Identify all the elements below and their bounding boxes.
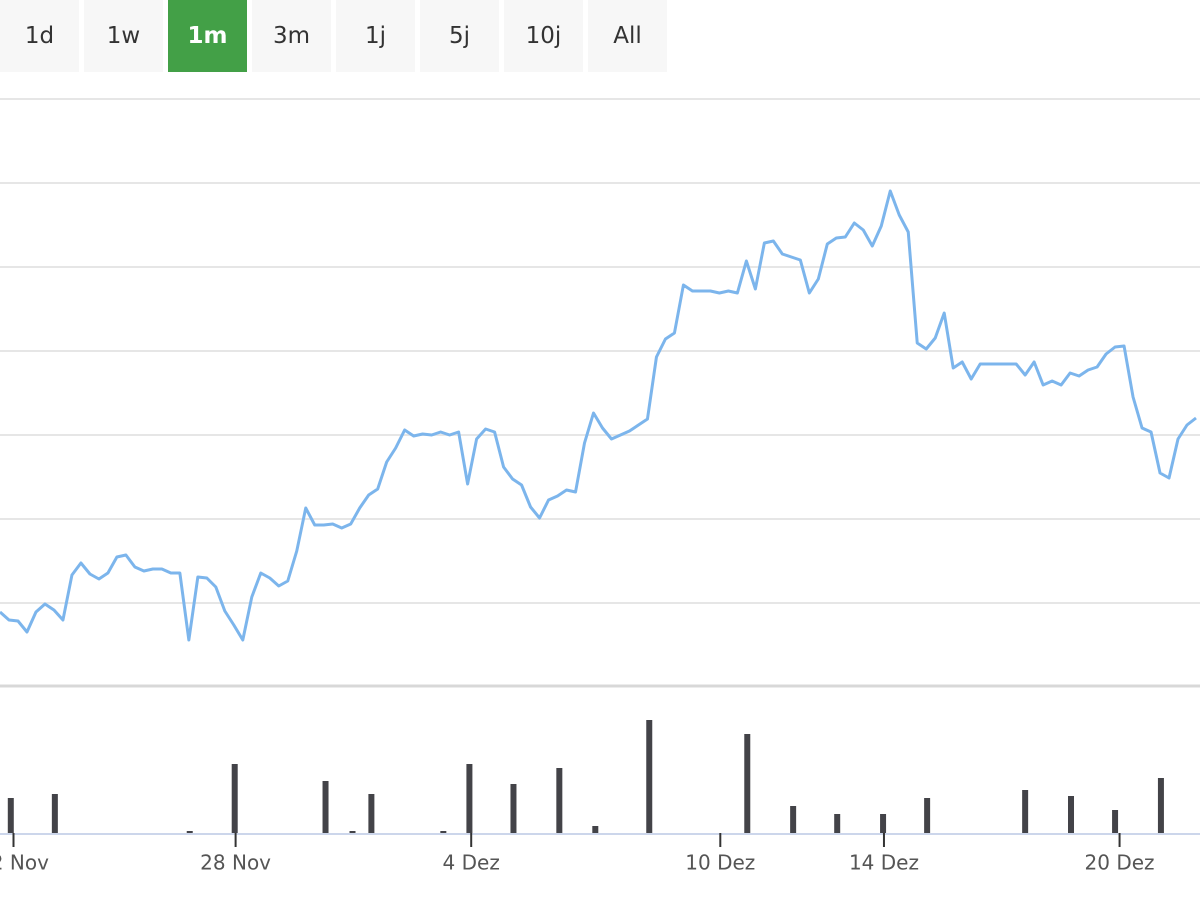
volume-bar <box>231 764 238 833</box>
x-tick-label: 22 Nov <box>0 851 49 875</box>
range-button[interactable]: 10j <box>504 0 583 72</box>
range-button[interactable]: 1j <box>336 0 415 72</box>
range-button[interactable]: 1w <box>84 0 163 72</box>
range-button[interactable]: All <box>588 0 667 72</box>
volume-bar <box>440 831 447 833</box>
volume-bar <box>1157 778 1164 833</box>
range-button[interactable]: 3m <box>252 0 331 72</box>
volume-bar <box>556 768 563 833</box>
x-tick-label: 14 Dez <box>849 851 919 875</box>
volume-bar <box>834 814 841 833</box>
x-tick-label: 10 Dez <box>685 851 755 875</box>
volume-bar <box>592 826 599 833</box>
volume-bar <box>880 814 887 833</box>
volume-bar <box>51 794 58 833</box>
range-button[interactable]: 1d <box>0 0 79 72</box>
volume-bar <box>322 781 329 833</box>
volume-bar <box>646 720 653 833</box>
volume-bar <box>1022 790 1029 833</box>
volume-bar <box>7 798 14 833</box>
volume-bar <box>186 831 193 833</box>
volume-bar <box>924 798 931 833</box>
range-button[interactable]: 5j <box>420 0 499 72</box>
volume-bar <box>790 806 797 833</box>
x-tick-label: 28 Nov <box>200 851 271 875</box>
volume-bar <box>349 831 356 833</box>
volume-bar <box>510 784 517 833</box>
volume-bar <box>744 734 751 833</box>
price-line <box>0 189 1197 642</box>
volume-bar <box>368 794 375 833</box>
x-tick-label: 4 Dez <box>443 851 500 875</box>
volume-bar <box>1112 810 1119 833</box>
volume-bar <box>466 764 473 833</box>
x-tick-label: 20 Dez <box>1085 851 1155 875</box>
range-button[interactable]: 1m <box>168 0 247 72</box>
volume-bar <box>1068 796 1075 833</box>
